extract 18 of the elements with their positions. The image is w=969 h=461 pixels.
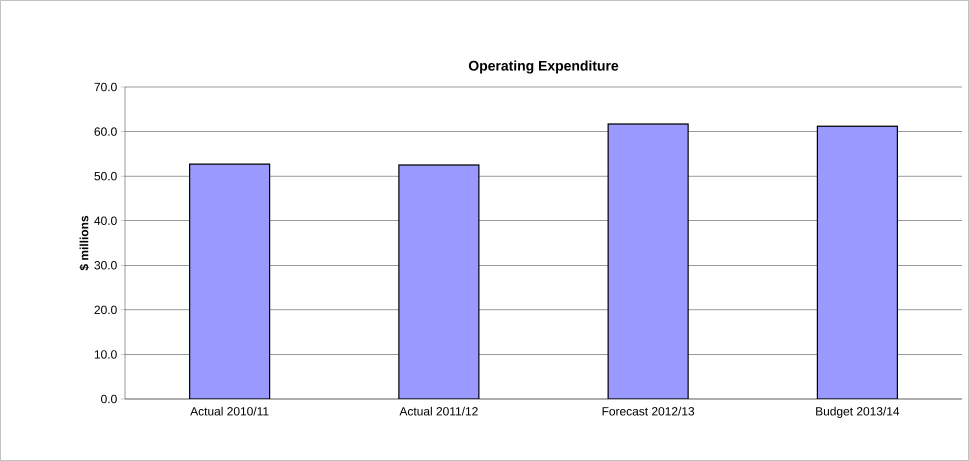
x-tick-label: Forecast 2012/13 xyxy=(602,406,694,416)
chart-title: Operating Expenditure xyxy=(468,60,618,74)
x-tick-label: Actual 2011/12 xyxy=(399,406,478,416)
y-tick-label: 10.0 xyxy=(94,350,117,359)
bar xyxy=(608,123,689,399)
y-tick-label: 0.0 xyxy=(101,394,117,404)
bar xyxy=(398,164,480,399)
y-tick-label: 70.0 xyxy=(94,82,117,92)
x-tick-label: Budget 2013/14 xyxy=(816,406,900,418)
y-tick-label: 20.0 xyxy=(94,306,117,314)
x-tick-label: Actual 2010/11 xyxy=(190,406,268,416)
y-axis-title: $ millions xyxy=(79,216,90,270)
y-tick-label: 50.0 xyxy=(94,172,117,180)
y-tick-label: 60.0 xyxy=(94,127,117,136)
y-tick-label: 30.0 xyxy=(94,261,117,270)
bar xyxy=(189,164,270,399)
y-tick-label: 40.0 xyxy=(94,216,117,225)
bar xyxy=(816,126,898,399)
